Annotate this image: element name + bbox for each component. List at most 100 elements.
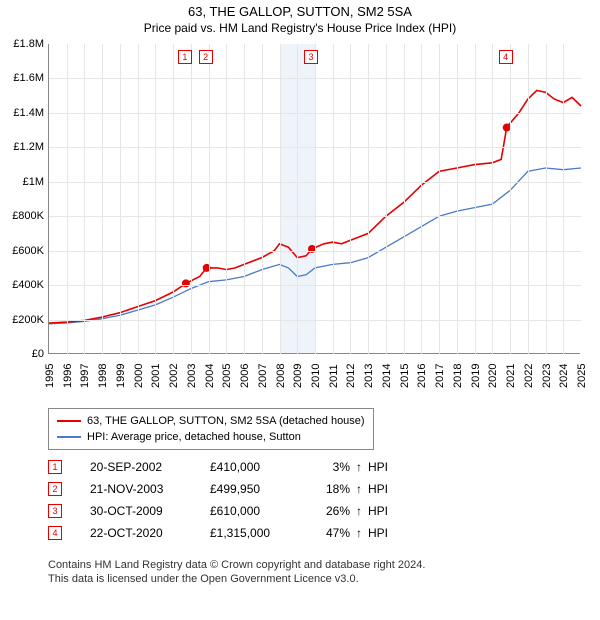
x-tick-label: 2024 [558,364,570,388]
x-tick-label: 2002 [168,364,180,388]
transaction-date: 30-OCT-2009 [90,504,210,518]
x-tick-label: 2012 [345,364,357,388]
page-title: 63, THE GALLOP, SUTTON, SM2 5SA [0,0,600,19]
gridline-v [333,44,334,354]
x-tick-label: 2010 [310,364,322,388]
transaction-marker: 4 [48,526,62,540]
x-tick-label: 2022 [523,364,535,388]
chart-subtitle: Price paid vs. HM Land Registry's House … [0,19,600,35]
transaction-date: 22-OCT-2020 [90,526,210,540]
footer-line1: Contains HM Land Registry data © Crown c… [48,558,425,572]
x-tick-label: 2020 [487,364,499,388]
y-tick-label: £1.2M [0,141,44,153]
gridline-v [457,44,458,354]
sale-marker-box: 1 [178,50,192,64]
gridline-v [315,44,316,354]
gridline-v [138,44,139,354]
gridline-v [386,44,387,354]
x-tick-label: 2021 [505,364,517,388]
gridline-v [280,44,281,354]
x-tick-label: 2001 [150,364,162,388]
gridline-v [297,44,298,354]
sale-dot [182,279,190,287]
gridline-v [528,44,529,354]
x-tick-label: 2004 [204,364,216,388]
y-tick-label: £600K [0,245,44,257]
gridline-v [421,44,422,354]
gridline-v [102,44,103,354]
gridline-v [67,44,68,354]
transaction-marker: 1 [48,460,62,474]
y-tick-label: £1.4M [0,107,44,119]
x-tick-label: 1995 [44,364,56,388]
transaction-row: 422-OCT-2020£1,315,00047%↑HPI [48,522,408,544]
x-tick-label: 1999 [115,364,127,388]
sale-marker-box: 3 [304,50,318,64]
legend-swatch [57,436,81,438]
transaction-row: 330-OCT-2009£610,00026%↑HPI [48,500,408,522]
transaction-vs-label: HPI [368,526,408,540]
y-tick-label: £1.6M [0,72,44,84]
gridline-v [244,44,245,354]
transaction-row: 1 20-SEP-2002£410,0003%↑HPI [48,456,408,478]
x-tick-label: 2000 [133,364,145,388]
legend-label: 63, THE GALLOP, SUTTON, SM2 5SA (detache… [87,415,365,427]
gridline-v [368,44,369,354]
up-arrow-icon: ↑ [350,504,368,518]
x-tick-label: 2025 [576,364,588,388]
transactions-table: 120-SEP-2002£410,0003%↑HPI221-NOV-2003£4… [48,456,408,544]
x-tick-label: 2017 [434,364,446,388]
x-tick-label: 2007 [257,364,269,388]
gridline-v [262,44,263,354]
sale-marker-box: 2 [199,50,213,64]
gridline-v [439,44,440,354]
gridline-v [155,44,156,354]
up-arrow-icon: ↑ [350,482,368,496]
gridline-v [510,44,511,354]
legend-label: HPI: Average price, detached house, Sutt… [87,431,301,443]
x-tick-label: 1997 [79,364,91,388]
transaction-diff: 26% [310,504,350,518]
up-arrow-icon: ↑ [350,460,368,474]
legend-swatch [57,420,81,422]
transaction-vs-label: HPI [368,460,408,474]
x-tick-label: 2018 [452,364,464,388]
x-tick-label: 2016 [416,364,428,388]
legend: 63, THE GALLOP, SUTTON, SM2 5SA (detache… [48,408,374,450]
x-tick-label: 2014 [381,364,393,388]
footer-line2: This data is licensed under the Open Gov… [48,572,425,586]
transaction-date: 20-SEP-2002 [90,460,210,474]
transaction-price: £610,000 [210,504,310,518]
y-tick-label: £0 [0,348,44,360]
transaction-price: £410,000 [210,460,310,474]
x-tick-label: 2019 [470,364,482,388]
x-tick-label: 2009 [292,364,304,388]
footer-attribution: Contains HM Land Registry data © Crown c… [48,558,425,587]
transaction-row: 221-NOV-2003£499,95018%↑HPI [48,478,408,500]
gridline-v [226,44,227,354]
x-tick-label: 2003 [186,364,198,388]
transaction-marker: 3 [48,504,62,518]
gridline-v [120,44,121,354]
sale-marker-box: 4 [499,50,513,64]
y-tick-label: £200K [0,314,44,326]
y-tick-label: £1M [0,176,44,188]
gridline-v [563,44,564,354]
gridline-v [475,44,476,354]
legend-item: 63, THE GALLOP, SUTTON, SM2 5SA (detache… [57,413,365,429]
transaction-diff: 18% [310,482,350,496]
x-tick-label: 2023 [541,364,553,388]
transaction-price: £499,950 [210,482,310,496]
gridline-v [173,44,174,354]
transaction-diff: 3% [310,460,350,474]
x-tick-label: 1996 [62,364,74,388]
gridline-v [209,44,210,354]
gridline-v [492,44,493,354]
gridline-v [191,44,192,354]
transaction-diff: 47% [310,526,350,540]
x-tick-label: 2015 [399,364,411,388]
y-tick-label: £400K [0,279,44,291]
gridline-v [84,44,85,354]
x-tick-label: 2005 [221,364,233,388]
transaction-vs-label: HPI [368,482,408,496]
